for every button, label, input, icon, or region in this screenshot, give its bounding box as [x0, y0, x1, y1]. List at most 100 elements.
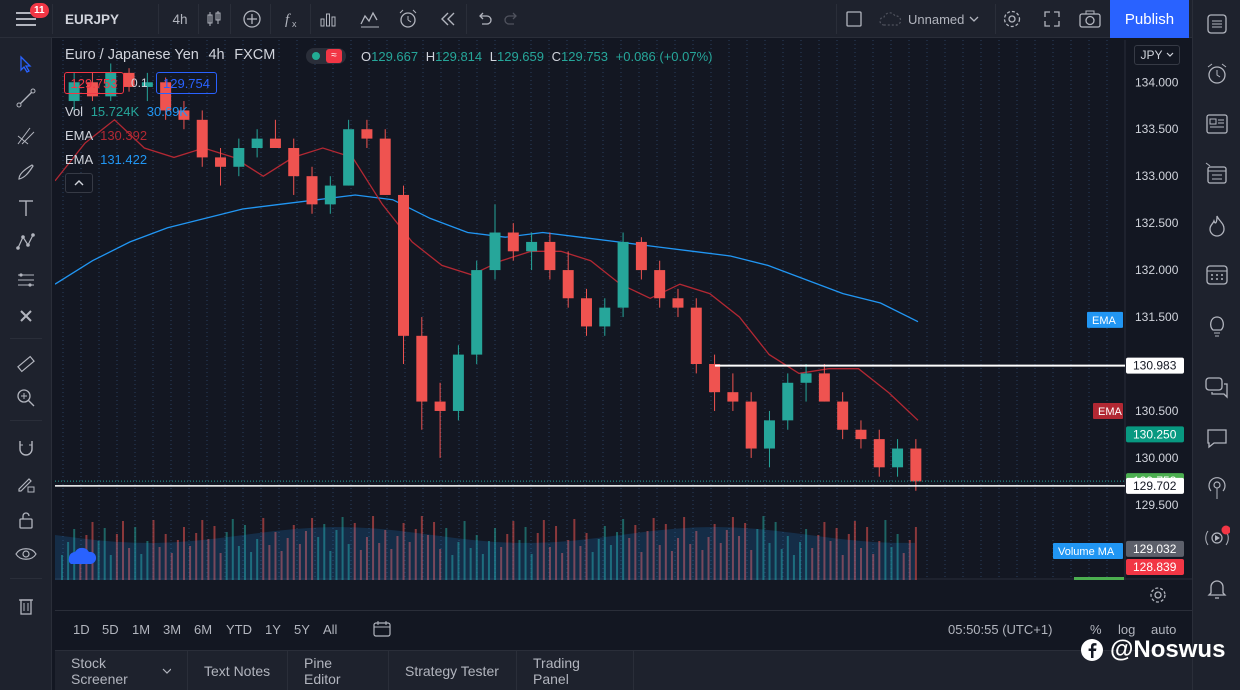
log-scale-toggle[interactable]: log — [1118, 621, 1136, 637]
date-range-button[interactable] — [372, 619, 392, 642]
watchlist-button[interactable] — [1203, 10, 1231, 38]
stay-in-drawing-mode[interactable] — [12, 470, 40, 498]
price-tick-label: 133.500 — [1135, 122, 1179, 136]
low-value: 129.659 — [497, 49, 544, 64]
timeframe-1m[interactable]: 1M — [132, 621, 151, 637]
compare-button[interactable] — [238, 0, 266, 38]
timeframe-5d[interactable]: 5D — [102, 621, 119, 637]
timeframe-5y[interactable]: 5Y — [294, 621, 310, 637]
volume-bar — [683, 517, 686, 580]
trend-line-tool[interactable] — [12, 84, 40, 112]
buy-button[interactable]: 129.754 — [156, 72, 217, 94]
fullscreen-button[interactable] — [1038, 0, 1066, 38]
volume-bar — [695, 531, 698, 580]
candle — [379, 138, 391, 195]
timeframe-all[interactable]: All — [323, 621, 338, 637]
magnet-tool[interactable] — [12, 434, 40, 462]
settings-button[interactable] — [998, 0, 1026, 38]
volume-bar — [243, 525, 246, 580]
ruler-icon — [17, 355, 35, 373]
fib-tool[interactable] — [12, 122, 40, 150]
measure-tool[interactable] — [12, 350, 40, 378]
templates-button[interactable] — [356, 0, 384, 38]
volume-bar — [207, 539, 210, 580]
pattern-tool[interactable] — [12, 228, 40, 256]
volume-bar — [67, 542, 70, 580]
timeframe-6m[interactable]: 6M — [194, 621, 213, 637]
cursor-tool[interactable] — [12, 50, 40, 78]
public-chat-button[interactable] — [1203, 424, 1231, 452]
ema-fast-value: 130.392 — [100, 128, 148, 143]
zoom-tool[interactable] — [12, 384, 40, 412]
auto-scale-toggle[interactable]: auto — [1151, 621, 1177, 637]
alarm-clock-icon — [399, 9, 417, 28]
tab-strategy-tester[interactable]: Strategy Tester — [389, 651, 517, 690]
lock-drawings[interactable] — [12, 506, 40, 534]
undo-button[interactable] — [470, 0, 498, 38]
chart-settings-button[interactable] — [1148, 585, 1168, 608]
volume-bar — [890, 547, 893, 580]
ema-slow-legend[interactable]: EMA 131.422 — [65, 152, 148, 167]
price-chart[interactable]: 134.000 133.500 133.000 132.500 132.000 131.5… — [55, 40, 1192, 580]
brush-tool[interactable] — [12, 158, 40, 186]
symbol-search-button[interactable]: EURJPY — [65, 11, 120, 27]
snapshot-button[interactable] — [1076, 0, 1104, 38]
text-tool[interactable] — [12, 194, 40, 222]
calendar-button[interactable] — [1203, 260, 1231, 288]
candle — [434, 401, 446, 411]
remove-objects[interactable] — [12, 592, 40, 620]
interval-button[interactable]: 4h — [172, 11, 188, 27]
timeframe-ytd[interactable]: YTD — [226, 621, 252, 637]
tab-text-notes[interactable]: Text Notes — [188, 651, 288, 690]
currency-selector[interactable]: JPY — [1134, 45, 1180, 65]
publish-button[interactable]: Publish — [1110, 0, 1189, 38]
candle — [818, 373, 830, 402]
candle — [86, 82, 98, 97]
timeframe-1d[interactable]: 1D — [73, 621, 90, 637]
ideas-button[interactable] — [1203, 312, 1231, 340]
notifications-button[interactable] — [1203, 574, 1231, 602]
prediction-tool[interactable] — [12, 266, 40, 294]
hotlists-button[interactable] — [1203, 212, 1231, 240]
layout-name-button[interactable]: Unnamed — [878, 0, 990, 38]
select-layout-button[interactable] — [840, 0, 868, 38]
volume-bar — [853, 521, 856, 580]
streams-button[interactable] — [1203, 474, 1231, 502]
volume-bar — [97, 541, 100, 580]
tab-stock-screener[interactable]: Stock Screener — [55, 651, 188, 690]
eye-icon — [15, 548, 37, 560]
collapse-legend-button[interactable] — [65, 173, 93, 193]
news-button[interactable] — [1203, 110, 1231, 138]
drawing-toolbar — [0, 38, 52, 690]
ema-fast-legend[interactable]: EMA 130.392 — [65, 128, 148, 143]
volume-bar — [805, 529, 808, 580]
main-menu-button[interactable]: 11 — [0, 0, 52, 38]
timeframe-3m[interactable]: 3M — [163, 621, 182, 637]
timeframe-1y[interactable]: 1Y — [265, 621, 281, 637]
notifications-stream-button[interactable] — [1203, 524, 1231, 552]
clock-timezone[interactable]: 05:50:55 (UTC+1) — [948, 621, 1053, 637]
svg-text:x: x — [292, 19, 297, 29]
replay-button[interactable] — [434, 0, 462, 38]
trash-icon — [19, 599, 33, 615]
volume-bar — [390, 549, 393, 580]
hide-drawings[interactable] — [12, 540, 40, 568]
chart-type-button[interactable] — [200, 0, 228, 38]
tab-trading-panel[interactable]: Trading Panel — [517, 651, 634, 690]
alert-button[interactable] — [394, 0, 422, 38]
volume-legend[interactable]: Vol 15.724K 30.69K — [65, 104, 188, 119]
data-window-button[interactable] — [1203, 160, 1231, 188]
percent-scale-toggle[interactable]: % — [1090, 621, 1102, 637]
sell-button[interactable]: 129.753 — [64, 72, 124, 94]
financials-button[interactable] — [314, 0, 342, 38]
list-icon — [1207, 14, 1227, 34]
tab-pine-editor[interactable]: Pine Editor — [288, 651, 389, 690]
chats-button[interactable] — [1203, 374, 1231, 402]
remove-drawings-tool[interactable] — [12, 302, 40, 330]
calendar-icon — [1206, 265, 1228, 285]
redo-button[interactable] — [498, 0, 526, 38]
alerts-button[interactable] — [1203, 60, 1231, 88]
volume-ma-area — [55, 527, 915, 580]
market-status-pill[interactable]: ≈ — [306, 48, 346, 64]
